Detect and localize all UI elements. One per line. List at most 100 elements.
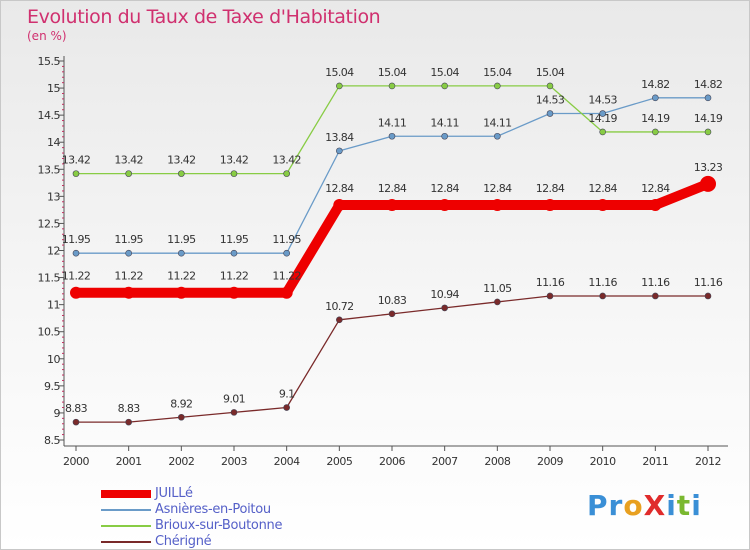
data-label-2: 15.04 [536,66,565,79]
data-point-1 [72,249,80,257]
data-label-1: 11.95 [167,233,196,246]
legend-swatch-brioux [101,525,151,527]
logo-letter: t [676,489,692,522]
data-label-0: 12.84 [536,182,565,195]
data-label-2: 14.19 [588,112,617,125]
data-point-2 [494,82,501,90]
chart-subtitle: (en %) [27,29,67,43]
y-tick-label: 14 [47,136,60,149]
data-label-1: 11.95 [220,233,249,246]
data-label-3: 10.94 [430,288,459,301]
y-tick-label: 12.5 [38,217,61,230]
x-tick-label: 2002 [168,455,194,468]
data-point-0 [544,199,556,212]
data-label-3: 8.83 [65,402,88,415]
logo-letter: o [623,489,644,522]
data-label-0: 11.22 [167,270,196,283]
data-label-3: 11.16 [694,276,723,289]
logo-letter: P [587,489,609,522]
data-label-1: 14.11 [378,116,407,129]
data-label-2: 15.04 [325,66,354,79]
x-tick-label: 2003 [221,455,247,468]
y-tick-label: 10.5 [38,326,61,339]
legend-swatch-asnieres [101,509,151,511]
data-label-2: 13.42 [62,154,91,167]
data-point-2 [230,170,238,177]
data-point-0 [491,199,504,212]
legend-swatch-cherigne [101,541,151,543]
data-point-2 [546,82,554,90]
x-tick-label: 2007 [432,455,458,468]
data-label-2: 13.42 [167,154,196,167]
data-point-1 [494,132,501,140]
data-point-3 [704,292,712,300]
data-label-3: 11.16 [536,276,565,289]
data-point-0 [175,286,188,299]
data-label-2: 14.19 [641,112,670,125]
data-point-2 [178,170,185,177]
data-point-0 [596,199,609,212]
data-point-2 [599,128,606,136]
data-point-0 [438,199,451,212]
y-tick-label: 15 [47,82,60,95]
data-label-0: 11.22 [114,270,143,283]
data-label-1: 14.11 [430,116,459,129]
data-point-2 [652,128,659,136]
data-label-2: 15.04 [483,66,512,79]
data-point-1 [441,132,448,140]
x-tick-label: 2005 [326,455,352,468]
x-tick-label: 2008 [484,455,510,468]
data-label-0: 11.22 [272,270,301,283]
data-label-1: 14.11 [483,116,512,129]
data-point-1 [178,249,185,257]
data-label-3: 9.01 [223,392,245,405]
data-point-0 [280,286,293,299]
x-tick-label: 2006 [379,455,405,468]
data-point-1 [546,110,554,117]
data-point-0 [649,199,662,212]
data-label-3: 11.16 [588,276,617,289]
data-point-3 [125,418,132,426]
data-point-0 [700,175,716,192]
data-label-0: 13.23 [694,161,723,174]
data-label-2: 15.04 [378,66,407,79]
legend-label-cherigne: Chérigné [155,534,212,549]
data-label-0: 12.84 [641,182,670,195]
data-point-3 [494,298,501,306]
data-point-0 [228,286,240,299]
data-point-1 [704,94,712,102]
legend-item-cherigne: Chérigné [101,534,361,550]
data-label-3: 10.83 [378,294,407,307]
data-point-2 [441,82,448,90]
data-point-1 [652,94,659,102]
data-point-1 [388,132,396,140]
y-tick-label: 11.5 [38,272,61,285]
data-label-1: 11.95 [272,233,301,246]
data-label-0: 12.84 [483,182,512,195]
data-point-3 [230,409,238,416]
data-label-0: 12.84 [588,182,617,195]
y-tick-label: 12 [47,245,60,258]
data-point-3 [546,292,554,300]
data-label-0: 11.22 [220,270,249,283]
data-label-2: 15.04 [430,66,459,79]
data-point-3 [72,418,80,426]
data-label-0: 11.22 [62,270,91,283]
data-label-2: 13.42 [114,154,143,167]
data-label-3: 9.1 [279,388,295,401]
data-point-1 [336,147,343,155]
legend-label-juille: JUILLé [155,486,193,501]
data-label-1: 14.82 [694,78,723,91]
data-point-2 [125,170,132,177]
x-tick-label: 2009 [537,455,563,468]
legend-swatch-juille [101,490,151,498]
legend-item-brioux: Brioux-sur-Boutonne [101,518,361,534]
logo-letter: r [608,489,624,522]
data-label-3: 10.72 [325,300,354,313]
y-tick-label: 15.5 [38,55,61,68]
data-point-0 [70,286,82,299]
data-label-0: 12.84 [430,182,459,195]
data-point-3 [441,304,448,312]
